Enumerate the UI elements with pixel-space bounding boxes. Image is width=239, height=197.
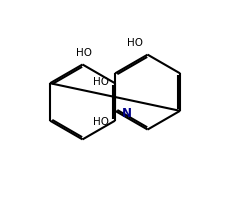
Text: HO: HO	[93, 117, 109, 127]
Text: N: N	[122, 107, 132, 120]
Text: HO: HO	[76, 48, 92, 58]
Text: HO: HO	[93, 77, 109, 87]
Text: HO: HO	[127, 38, 143, 48]
